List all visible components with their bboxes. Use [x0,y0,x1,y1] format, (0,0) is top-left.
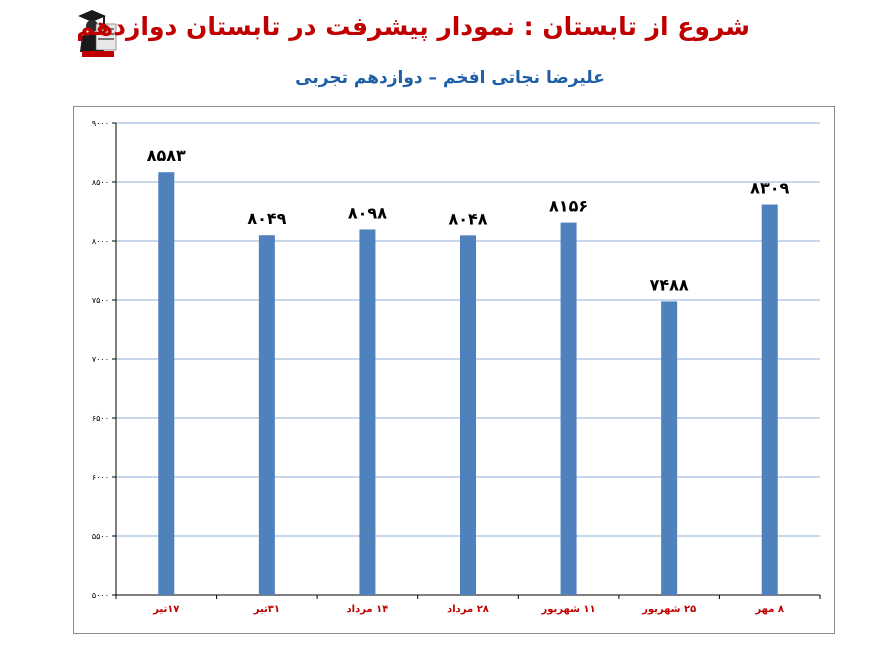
data-label: ۸۰۴۹ [247,209,286,228]
data-label: ۸۰۴۸ [448,209,487,228]
data-label: ۸۱۵۶ [549,197,588,216]
chart-subtitle: علیرضا نجاتی افخم – دوازدهم تجربی [295,68,605,88]
y-tick-label: ۸۰۰۰ [92,237,109,246]
x-tick-label: ۱۱ شهریور [541,604,596,615]
data-label: ۸۵۸۳ [147,146,186,165]
x-tick-label: ۲۵ شهریور [641,604,696,615]
page-title: شروع از تابستان : نمودار پیشرفت در تابست… [76,12,750,41]
y-tick-label: ۶۰۰۰ [92,473,109,482]
bar [661,301,678,595]
y-tick-label: ۵۵۰۰ [92,532,109,541]
x-tick-label: ۱۷تیر [152,604,179,615]
x-tick-label: ۳۱تیر [253,604,280,615]
bar-chart: ۵۰۰۰ ۵۵۰۰ ۶۰۰۰ ۶۵۰۰ ۷۰۰۰ ۷۵۰۰ ۸۰۰۰ ۸۵۰۰ ۹۰۰۰ ۸۵۸۳… [92,119,821,615]
bar [560,222,577,595]
y-tick-label: ۵۰۰۰ [92,591,109,600]
x-tick-label: ۱۴ مرداد [347,604,389,615]
y-tick-label: ۸۵۰۰ [92,178,109,187]
bar [359,229,376,595]
bar [761,204,778,595]
data-label: ۸۳۰۹ [750,179,789,198]
bar [258,235,275,595]
bar [460,235,476,595]
data-label: ۸۰۹۸ [348,203,387,222]
bar [158,172,175,595]
y-tick-label: ۶۵۰۰ [92,414,109,423]
y-tick-label: ۷۵۰۰ [92,296,109,305]
chart-frame: ۵۰۰۰ ۵۵۰۰ ۶۰۰۰ ۶۵۰۰ ۷۰۰۰ ۷۵۰۰ ۸۰۰۰ ۸۵۰۰ ۹۰۰۰ ۸۵۸۳… [73,106,835,634]
y-tick-label: ۹۰۰۰ [92,119,109,128]
y-tick-label: ۷۰۰۰ [92,355,109,364]
x-tick-label: ۲۸ مرداد [447,604,489,615]
graduate-logo-icon [74,6,118,58]
x-tick-label: ۸ مهر [754,604,784,615]
data-label: ۷۴۸۸ [650,275,689,294]
